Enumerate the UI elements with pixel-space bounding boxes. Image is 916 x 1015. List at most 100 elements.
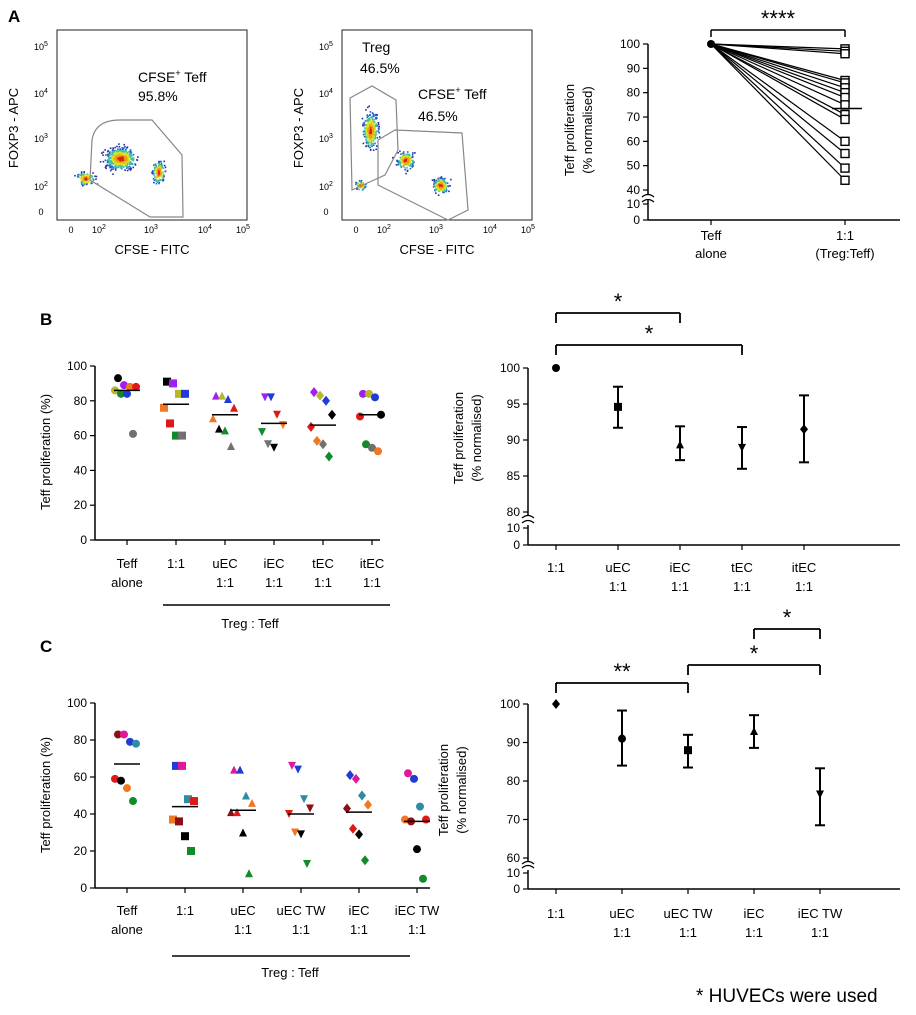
flow-plot-2-y-ticks: 105 104 103 102 0 — [319, 41, 333, 217]
flow-plot-2-event-dot — [407, 162, 409, 165]
flow-plot-1-event-dot — [119, 157, 122, 159]
flow-plot-2-event-dot — [441, 178, 443, 181]
flow-plot-1-event-dot — [130, 163, 132, 166]
flow-plot-2-event-dot — [403, 162, 406, 165]
flow-plot-2-event-dot — [369, 119, 372, 121]
flow-plot-2-treg-name: Treg — [362, 39, 390, 55]
scatter-b-data-point — [175, 389, 183, 398]
errorbar-c-ytick-label: 0 — [513, 882, 520, 896]
flow-plot-2-event-dot — [444, 185, 447, 187]
flow-plot-1-event-dot — [83, 174, 86, 176]
flow-plot-1-xtick-label: 102 — [92, 224, 106, 235]
flow-plot-1-event-dot — [161, 175, 163, 178]
flow-plot-1-event-dot — [111, 149, 114, 151]
flow-plot-1-event-dot — [157, 168, 159, 170]
scatter-b-category-label: 1:1 — [363, 575, 381, 590]
flow-plot-1-event-dot — [131, 163, 134, 165]
flow-plot-1-event-dot — [163, 175, 165, 177]
flow-plot-2-event-dot — [400, 166, 403, 168]
scatter-b-data-point — [319, 439, 327, 450]
flow-plot-1-event-dot — [123, 157, 126, 160]
flow-plot-1-event-dot — [120, 156, 123, 158]
flow-plot-1-event-dot — [159, 165, 161, 167]
flow-plot-2-treg-pct: 46.5% — [360, 60, 400, 76]
flow-plot-2-event-dot — [362, 133, 365, 136]
paired-ytick-label: 90 — [627, 61, 641, 75]
flow-plot-1-event-dot — [124, 146, 126, 148]
flow-plot-2-event-dot — [402, 152, 404, 155]
scatter-c-data-point — [248, 798, 256, 807]
paired-ytick-label: 50 — [627, 159, 641, 173]
flow-plot-1-event-dot — [107, 155, 109, 157]
scatter-b-data-point — [169, 379, 177, 388]
scatter-c-data-point — [242, 791, 250, 800]
flow-plot-1-event-dot — [119, 153, 122, 155]
scatter-c-data-point — [178, 761, 186, 770]
flow-plot-2-event-dot — [362, 142, 365, 145]
flow-plot-2-event-dot — [439, 182, 442, 184]
flow-plot-1-event-dot — [114, 169, 117, 171]
flow-plot-2-event-dot — [370, 121, 373, 123]
flow-plot-2-event-dot — [403, 160, 405, 163]
flow-plot-2-event-dot — [412, 163, 414, 165]
flow-plot-2-event-dot — [368, 125, 371, 128]
errorbar-c-category-label: iEC — [744, 906, 765, 921]
scatter-b-data-point — [322, 395, 330, 406]
flow-plot-1-event-dot — [109, 152, 111, 154]
flow-plot-2-event-dot — [374, 128, 377, 130]
flow-plot-2-event-dot — [367, 142, 370, 144]
errorbar-c-sig-label: * — [750, 641, 759, 666]
flow-plot-1-event-dot — [162, 171, 164, 174]
flow-plot-2-event-dot — [401, 160, 403, 162]
flow-plot-2-event-dot — [399, 160, 401, 163]
scatter-c-data-point — [227, 808, 235, 817]
flow-plot-1-event-dot — [124, 163, 126, 166]
flow-plot-1-event-dot — [117, 151, 120, 154]
flow-plot-1-event-dot — [129, 149, 132, 151]
flow-plot-2-ytick-label: 103 — [319, 133, 333, 144]
flow-plot-2-event-dot — [369, 117, 371, 119]
flow-plot-2-event-dot — [443, 190, 445, 193]
flow-plot-1-event-dot — [160, 172, 162, 174]
scatter-b-data-point — [129, 429, 137, 438]
scatter-c-category-label: uEC TW — [277, 903, 327, 918]
flow-plot-2-event-dot — [437, 177, 439, 180]
flow-plot-1-event-dot — [129, 160, 131, 163]
scatter-c-category-label: 1:1 — [176, 903, 194, 918]
flow-plot-1-event-dot — [122, 163, 124, 165]
errorbar-c-mean-point — [618, 734, 626, 743]
flow-plot-2-ytick-label: 104 — [319, 88, 333, 99]
paired-connecting-line — [710, 43, 846, 116]
flow-plot-2-event-dot — [366, 116, 368, 119]
flow-plot-1-event-dot — [121, 157, 124, 159]
flow-plot-2: Treg 46.5% CFSE+ Teff 46.5% 105 104 103 102… — [291, 29, 535, 257]
errorbar-b-mean-point — [676, 440, 684, 449]
flow-plot-2-event-dot — [370, 141, 373, 144]
flow-plot-1-event-dot — [80, 174, 82, 177]
scatter-plot-c: Teff proliferation (%) Treg : Teff 0 20 40… — [38, 696, 440, 980]
flow-plot-2-event-dot — [378, 128, 380, 131]
flow-plot-2-event-dot — [410, 159, 412, 161]
flow-plot-2-event-dot — [372, 136, 374, 139]
scatter-c-data-point — [181, 832, 189, 841]
scatter-c-data-point — [343, 803, 351, 814]
flow-plot-2-event-dot — [444, 186, 447, 189]
flow-plot-1-event-dot — [122, 156, 124, 159]
flow-plot-2-event-dot — [373, 120, 375, 123]
flow-plot-2-events — [355, 105, 452, 196]
flow-plot-1-ytick-label: 103 — [34, 133, 48, 144]
scatter-c-category-label: alone — [111, 922, 143, 937]
scatter-c-data-point — [355, 829, 363, 840]
scatter-c-data-point — [416, 802, 424, 811]
paired-axis-break — [641, 193, 655, 198]
scatter-c-data-point — [111, 774, 119, 783]
flow-plot-1-event-dot — [90, 175, 93, 177]
scatter-b-data-point — [310, 387, 318, 398]
flow-plot-1-event-dot — [113, 153, 116, 156]
scatter-c-ytick-label: 100 — [67, 696, 87, 710]
errorbar-b-ytick-label: 85 — [507, 469, 521, 483]
errorbar-c-sig-label: * — [783, 605, 792, 630]
flow-plot-1-event-dot — [118, 146, 121, 148]
flow-plot-1-event-dot — [155, 176, 157, 178]
flow-plot-1-event-dot — [88, 180, 90, 183]
